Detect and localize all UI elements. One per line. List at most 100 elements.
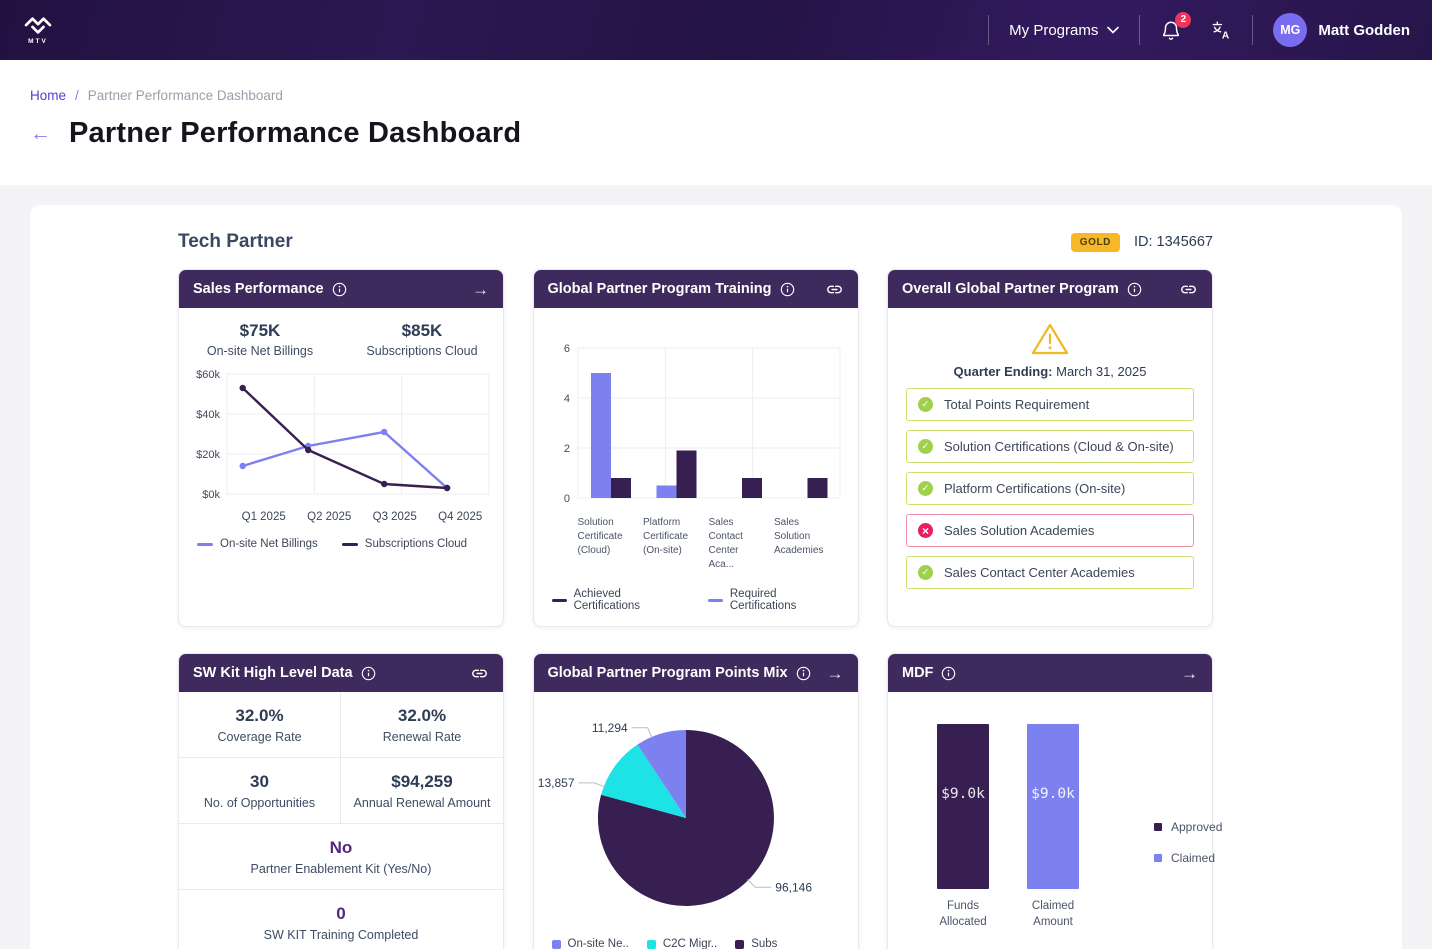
checklist-item: Platform Certifications (On-site) <box>906 472 1194 505</box>
breadcrumb-separator: / <box>75 88 79 103</box>
card-title: Overall Global Partner Program <box>902 281 1119 297</box>
status-icon <box>918 397 933 412</box>
card-title: Global Partner Program Training <box>547 281 772 297</box>
info-icon[interactable] <box>1127 282 1142 297</box>
partner-id: ID: 1345667 <box>1133 234 1213 250</box>
arrow-right-icon: → <box>472 279 489 299</box>
breadcrumb: Home / Partner Performance Dashboard <box>30 88 1402 103</box>
claimed-amount-bar: $9.0k <box>1027 724 1079 889</box>
svg-text:2: 2 <box>563 443 569 455</box>
logo-icon <box>24 17 52 34</box>
info-icon[interactable] <box>361 666 376 681</box>
svg-text:96,146: 96,146 <box>775 880 812 894</box>
svg-text:Q2 2025: Q2 2025 <box>307 511 351 523</box>
svg-text:Q1 2025: Q1 2025 <box>242 511 286 523</box>
svg-text:13,857: 13,857 <box>537 776 574 790</box>
training-x-labels: Solution Certificate (Cloud) Platform Ce… <box>577 517 824 570</box>
info-icon[interactable] <box>332 282 347 297</box>
legend-swatch <box>341 542 358 546</box>
svg-text:$0k: $0k <box>202 489 220 501</box>
card-title: Global Partner Program Points Mix <box>547 665 788 681</box>
info-icon[interactable] <box>796 666 811 681</box>
legend-swatch <box>1154 854 1162 862</box>
svg-text:0: 0 <box>563 493 569 505</box>
status-icon <box>918 481 933 496</box>
language-button[interactable]: A <box>1210 19 1232 41</box>
user-menu[interactable]: MG Matt Godden <box>1273 13 1410 47</box>
svg-text:6: 6 <box>563 343 569 355</box>
legend-subs: Subs <box>735 938 777 949</box>
card-title: SW Kit High Level Data <box>193 665 353 681</box>
svg-text:A: A <box>1222 30 1230 41</box>
bell-icon <box>1163 21 1180 40</box>
stat-annual-renewal: $94,259 Annual Renewal Amount <box>341 758 503 824</box>
legend-swatch <box>646 939 656 949</box>
points-mix-card: Global Partner Program Points Mix → 11,2… <box>532 653 859 949</box>
breadcrumb-home-link[interactable]: Home <box>30 88 67 103</box>
link-button[interactable] <box>470 664 489 683</box>
dashboard-panel: Tech Partner GOLD ID: 1345667 Sales Perf… <box>30 205 1402 949</box>
legend-swatch <box>1154 823 1162 831</box>
translate-icon: A <box>1212 21 1230 41</box>
card-title: MDF <box>902 665 934 681</box>
legend-achieved-certifications: Achieved Certifications <box>551 588 684 612</box>
card-title: Sales Performance <box>193 281 324 297</box>
legend-swatch <box>551 939 561 949</box>
legend-onsite-net-billings: On-site Net Billings <box>197 538 318 550</box>
notification-badge: 2 <box>1175 11 1192 28</box>
sales-line-chart: $0k $20k $40k $60k Q1 2025 Q2 2025 Q3 2025 Q4 2… <box>196 369 490 523</box>
legend-onsite: On-site Ne.. <box>551 938 629 949</box>
user-name: Matt Godden <box>1318 21 1410 39</box>
svg-text:Q4 2025: Q4 2025 <box>438 511 482 523</box>
my-programs-label: My Programs <box>1009 21 1099 39</box>
svg-text:11,294: 11,294 <box>591 721 627 735</box>
back-button[interactable]: ← <box>30 122 56 146</box>
legend-claimed: Claimed <box>1154 851 1222 865</box>
info-icon[interactable] <box>780 282 795 297</box>
link-button[interactable] <box>825 280 844 299</box>
status-icon <box>918 523 933 538</box>
legend-swatch <box>707 598 723 602</box>
link-icon <box>472 669 487 677</box>
stat-renewal-rate: 32.0% Renewal Rate <box>341 692 503 758</box>
info-icon[interactable] <box>941 666 956 681</box>
legend-swatch <box>197 542 213 546</box>
sales-performance-card: Sales Performance → $75K On-site Net Bil… <box>178 269 504 627</box>
open-details-button[interactable]: → <box>472 281 489 298</box>
open-details-button[interactable]: → <box>827 665 844 682</box>
logo-text: MTV <box>28 38 48 45</box>
requirements-checklist: Total Points Requirement Solution Certif… <box>906 388 1194 589</box>
mdf-legend: Approved Claimed <box>1154 820 1222 930</box>
svg-text:$20k: $20k <box>196 449 220 461</box>
quarter-ending: Quarter Ending: March 31, 2025 <box>953 364 1147 379</box>
legend-swatch <box>551 598 567 602</box>
open-details-button[interactable]: → <box>1181 665 1198 682</box>
status-icon <box>918 565 933 580</box>
funds-allocated-bar: $9.0k <box>937 724 989 889</box>
sw-kit-card: SW Kit High Level Data 32.0% Coverage Ra… <box>178 653 504 949</box>
notifications-button[interactable]: 2 <box>1160 11 1192 42</box>
link-button[interactable] <box>1179 280 1198 299</box>
arrow-right-icon: → <box>1181 663 1198 683</box>
svg-text:$60k: $60k <box>196 369 220 381</box>
arrow-right-icon: → <box>826 663 844 683</box>
avatar: MG <box>1273 13 1308 47</box>
stat-opportunities: 30 No. of Opportunities <box>179 758 341 824</box>
stat-subscriptions-cloud: $85K Subscriptions Cloud <box>366 321 478 358</box>
training-card: Global Partner Program Training 0 2 4 6 Sol… <box>532 269 859 627</box>
app-logo[interactable]: MTV <box>22 15 54 45</box>
my-programs-menu[interactable]: My Programs <box>1009 21 1120 39</box>
nav-divider <box>988 15 990 45</box>
points-mix-pie-chart: 11,294 13,857 96,146 <box>537 721 812 906</box>
link-icon <box>1181 285 1196 293</box>
training-bar-chart: 0 2 4 6 <box>563 343 840 505</box>
breadcrumb-current: Partner Performance Dashboard <box>87 88 283 103</box>
checklist-item: Sales Contact Center Academies <box>906 556 1194 589</box>
top-navbar: MTV My Programs 2 A <box>0 0 1432 60</box>
svg-text:$40k: $40k <box>196 409 220 421</box>
stat-coverage-rate: 32.0% Coverage Rate <box>179 692 341 758</box>
main-content: Tech Partner GOLD ID: 1345667 Sales Perf… <box>0 185 1432 949</box>
checklist-item: Solution Certifications (Cloud & On-site… <box>906 430 1194 463</box>
nav-divider <box>1139 15 1141 45</box>
legend-subscriptions-cloud: Subscriptions Cloud <box>341 538 467 550</box>
